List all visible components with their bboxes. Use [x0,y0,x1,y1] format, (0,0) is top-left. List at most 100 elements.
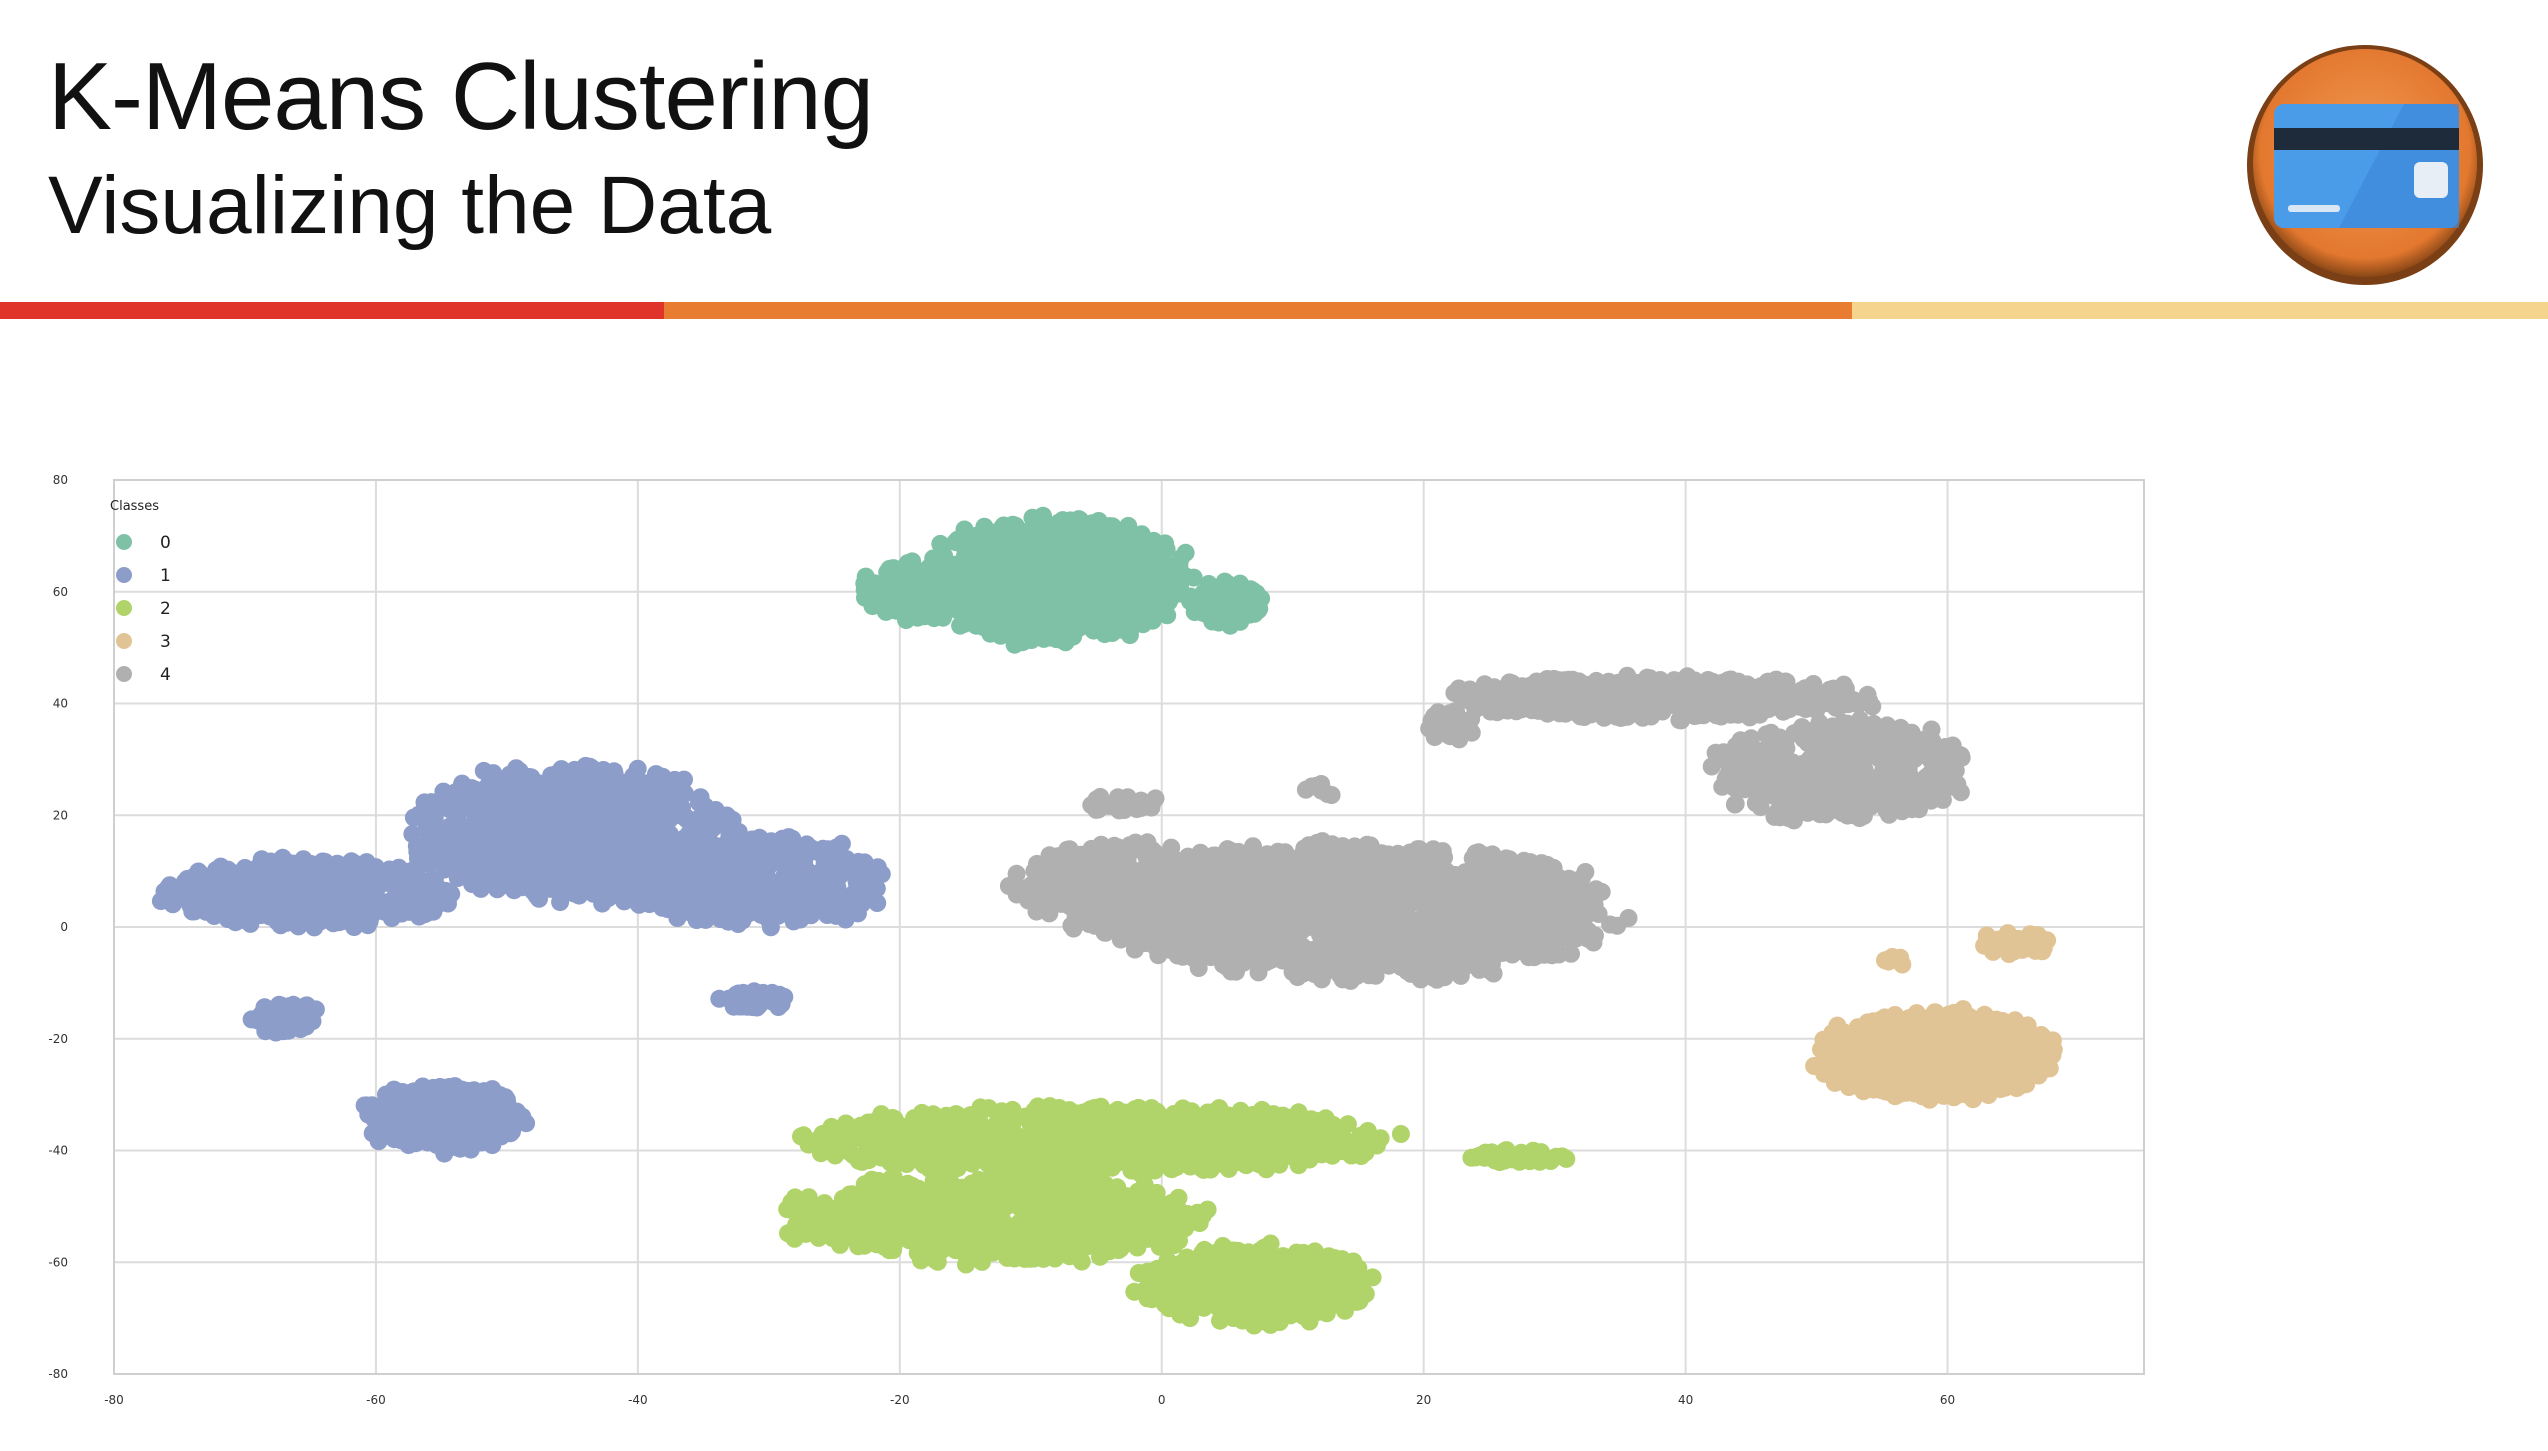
point [826,900,845,919]
point [423,827,442,846]
point [411,1087,430,1106]
point [784,912,803,931]
point [1148,1192,1167,1210]
point [705,863,724,882]
point [984,1117,1003,1136]
point [684,846,703,865]
credit-card-icon [2247,45,2483,285]
point [376,1093,395,1112]
point [385,1130,404,1149]
point [900,1151,919,1170]
point [165,892,184,911]
point [1107,1120,1126,1139]
point [565,769,584,787]
point [946,573,965,592]
point [893,1191,912,1210]
point [698,826,717,845]
point [637,834,656,853]
point [362,869,381,888]
logo-card-stripe [2274,128,2459,150]
point [954,589,973,608]
slide-subtitle: Visualizing the Data [48,160,772,251]
point [1300,1150,1319,1169]
point [974,1219,993,1238]
point [989,528,1008,547]
point [589,883,608,902]
series-2-points [778,1097,1576,1335]
point [1185,603,1204,621]
point [622,883,641,901]
point [849,852,868,871]
point [1014,1140,1033,1159]
point [819,1134,838,1153]
point [1097,526,1115,545]
point [888,1176,907,1195]
point [258,896,277,915]
point [1066,554,1085,573]
point [1219,609,1238,628]
point [990,585,1009,603]
point [507,1114,526,1133]
point [1217,1135,1236,1154]
point [239,869,258,888]
point [1259,1108,1278,1127]
point [222,868,241,887]
point [414,803,433,822]
point [328,858,347,877]
point [847,874,866,893]
point [1181,1213,1200,1232]
point [1336,1137,1355,1156]
point [667,803,686,822]
point [476,1129,495,1148]
point [867,1133,886,1152]
point [794,1126,813,1145]
point [1074,1103,1093,1122]
point [389,858,408,877]
title-rule-yellow [1852,302,2548,319]
point [855,574,874,593]
point [734,988,753,1006]
point [691,788,710,807]
point [160,876,179,895]
point [731,910,750,929]
point [198,873,217,892]
point [345,869,364,888]
title-rule-red [0,302,664,319]
point [796,1224,815,1243]
point [682,896,701,914]
point [1048,596,1067,614]
point [1134,560,1153,578]
point [1025,1102,1044,1120]
point [911,1191,930,1209]
point [1129,607,1148,625]
point [624,767,643,786]
point [1145,591,1164,610]
point [640,895,659,914]
point [875,1234,894,1253]
point [1078,1127,1096,1146]
point [233,905,252,924]
point [763,902,782,921]
point [854,1188,873,1207]
point [449,1096,468,1114]
point [494,842,513,861]
point [1181,1129,1200,1148]
point [1041,1241,1060,1260]
point [960,1108,979,1127]
point [702,809,721,828]
point [1102,1141,1121,1160]
point [756,837,775,856]
point [619,856,638,875]
point [1031,1188,1050,1207]
point [916,586,935,605]
point [826,874,845,893]
point [288,899,306,918]
point [1024,1249,1043,1268]
point [1085,602,1104,621]
point [297,1006,316,1025]
point [720,893,739,912]
point [1006,1195,1025,1214]
point [1184,568,1203,587]
point [837,1140,856,1159]
point [797,835,816,854]
